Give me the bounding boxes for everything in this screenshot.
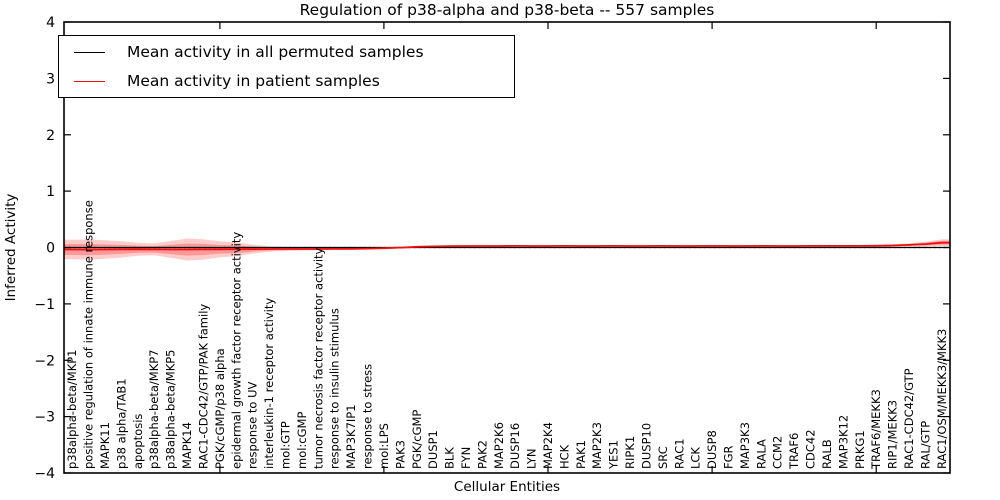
y-axis-label: Inferred Activity (3, 193, 19, 302)
x-category-label: tumor necrosis factor receptor activity (311, 247, 325, 469)
x-category-label: mol:GTP (279, 421, 293, 469)
y-tick-label: −1 (34, 297, 55, 313)
x-category-label: epidermal growth factor receptor activit… (229, 232, 243, 469)
x-category-label: p38 alpha/TAB1 (114, 378, 128, 469)
legend-label-permuted: Mean activity in all permuted samples (127, 43, 424, 61)
legend: Mean activity in all permuted samples Me… (58, 35, 515, 98)
x-category-label: apoptosis (131, 414, 145, 469)
x-category-label: LYN (525, 448, 539, 469)
x-category-label: RIPK1 (623, 436, 637, 469)
x-category-label: MAP2K3 (590, 422, 604, 469)
x-category-label: RAC1/OSM/MEKK3/MKK3 (935, 329, 949, 469)
x-category-label: FGR (722, 445, 736, 469)
patient-mean-line (64, 241, 950, 251)
x-category-label: YES1 (607, 440, 621, 470)
x-category-label: interleukin-1 receptor activity (262, 298, 276, 469)
y-tick-label: 2 (46, 128, 55, 144)
x-category-label: LCK (689, 447, 703, 469)
x-category-label: CCM2 (771, 436, 785, 469)
x-category-label: CDC42 (804, 429, 818, 469)
legend-label-patient: Mean activity in patient samples (127, 72, 380, 90)
x-category-label: MAP2K6 (492, 422, 506, 469)
axes-frame (63, 21, 951, 474)
x-category-label: PRKG1 (853, 430, 867, 469)
x-category-label: MAP3K3 (738, 422, 752, 469)
x-category-label: MAPK11 (98, 422, 112, 469)
x-category-label: RAC1 (672, 438, 686, 469)
legend-entry-patient: Mean activity in patient samples (74, 67, 514, 96)
x-category-label: RALA (754, 439, 768, 469)
x-category-label: MAP2K4 (541, 422, 555, 469)
x-category-label: SRC (656, 446, 670, 469)
x-axis-label: Cellular Entities (453, 479, 561, 495)
x-category-label: PAK3 (393, 440, 407, 469)
x-category-label: response to UV (246, 381, 260, 469)
x-category-label: p38alpha-beta/MKP5 (164, 350, 178, 469)
y-tick-label: 1 (46, 184, 55, 200)
x-category-label: RAL/GTP (918, 421, 932, 469)
x-category-label: response to stress (361, 364, 375, 469)
legend-entry-permuted: Mean activity in all permuted samples (74, 38, 514, 67)
x-category-label: PAK1 (574, 440, 588, 469)
x-category-label: mol:LPS (377, 423, 391, 469)
y-tick-label: 4 (46, 15, 55, 31)
y-tick-label: −4 (34, 466, 55, 482)
x-category-label: RAC1-CDC42/GTP (902, 368, 916, 469)
y-tick-label: 0 (46, 241, 55, 257)
x-category-label: PGK/cGMP (410, 410, 424, 469)
x-category-label: RIP1/MEKK3 (886, 400, 900, 469)
x-category-label: response to insulin stimulus (328, 308, 342, 469)
x-category-label: p38alpha-beta/MKP1 (65, 350, 79, 469)
permuted-line-key-icon (74, 51, 105, 53)
y-tick-label: −2 (34, 353, 55, 369)
x-category-label: MAP3K12 (836, 415, 850, 469)
x-category-label: TRAF6 (787, 433, 801, 470)
x-category-label: TRAF6/MEKK3 (869, 389, 883, 470)
x-category-label: RALB (820, 439, 834, 469)
x-category-label: positive regulation of innate immune res… (82, 200, 96, 469)
x-category-label: mol:cGMP (295, 412, 309, 469)
x-category-label: DUSP10 (640, 423, 654, 469)
x-category-label: DUSP8 (705, 430, 719, 469)
x-category-label: DUSP1 (426, 430, 440, 469)
x-category-label: p38alpha-beta/MKP7 (147, 350, 161, 469)
x-category-label: PAK2 (475, 440, 489, 469)
x-category-label: RAC1-CDC42/GTP/PAK family (197, 304, 211, 469)
x-category-label: HCK (557, 444, 571, 469)
x-category-label: FYN (459, 447, 473, 469)
x-category-label: PGK/cGMP/p38 alpha (213, 348, 227, 469)
x-category-label: DUSP16 (508, 423, 522, 469)
y-tick-label: −3 (34, 410, 55, 426)
x-category-label: BLK (443, 447, 457, 469)
x-category-label: MAPK14 (180, 422, 194, 469)
confidence-band (64, 240, 950, 256)
x-category-label: MAP3K7IP1 (344, 404, 358, 469)
y-tick-label: 3 (46, 71, 55, 87)
patient-line-key-icon (74, 80, 105, 82)
chart-title: Regulation of p38-alpha and p38-beta -- … (299, 1, 715, 19)
